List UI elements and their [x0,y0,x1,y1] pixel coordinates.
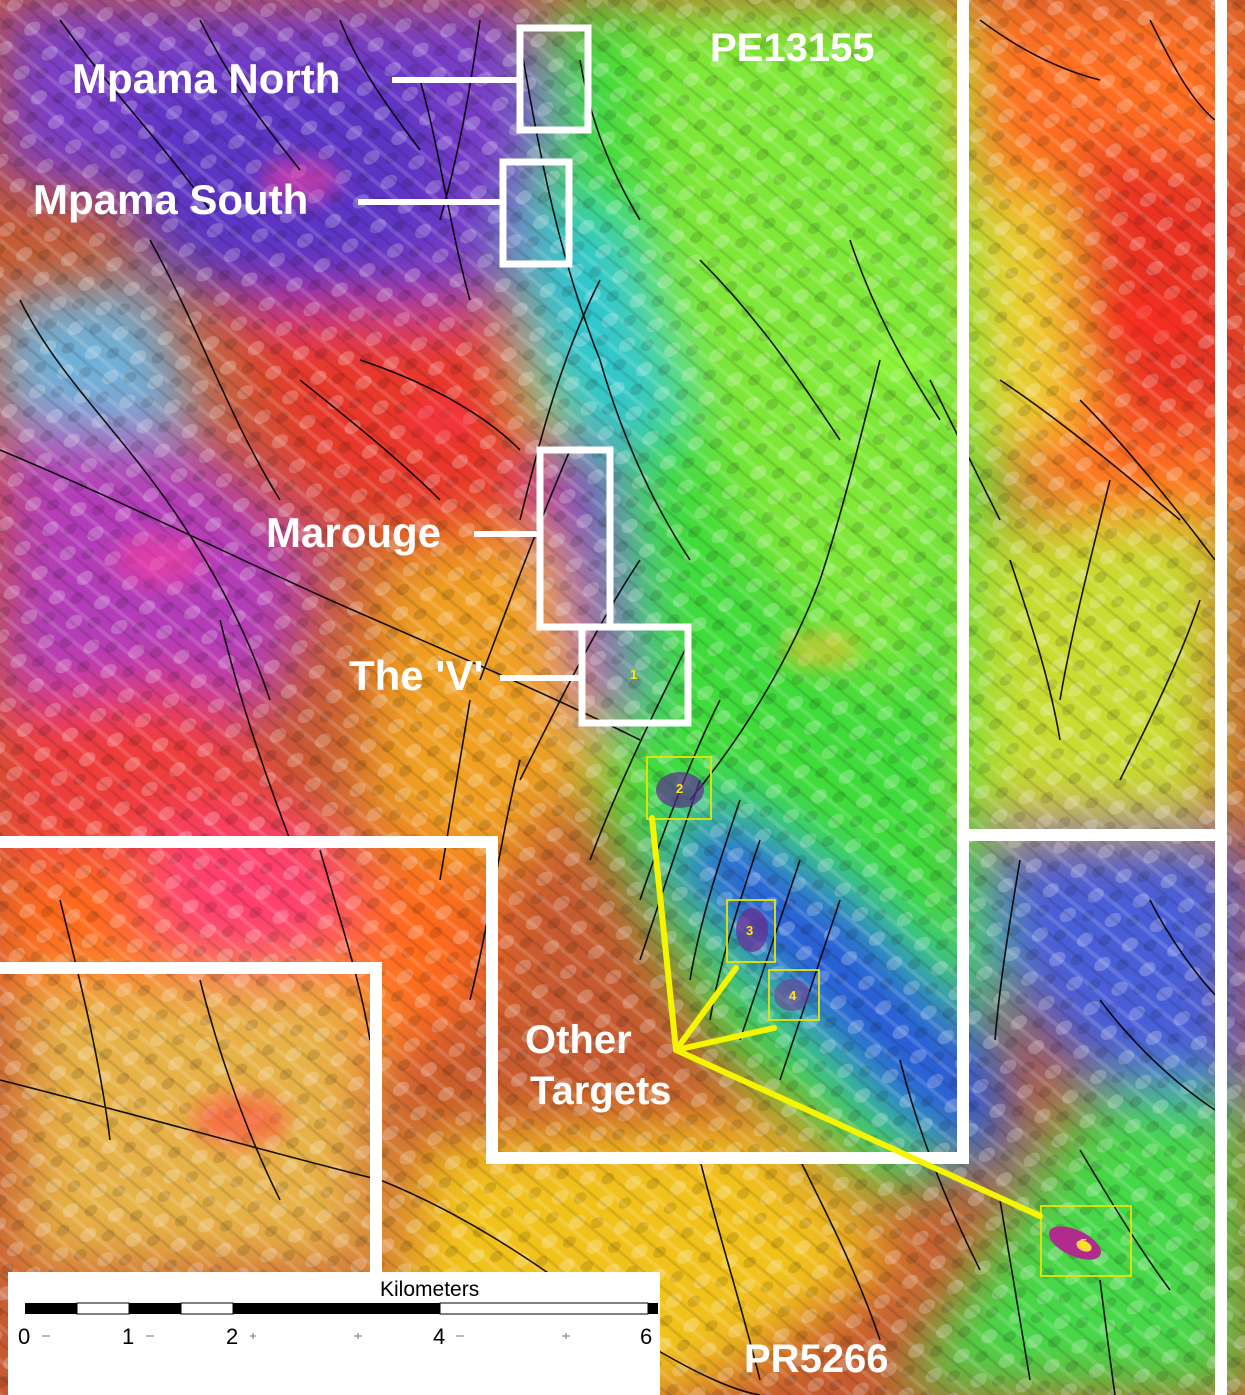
arrow-to-target-4 [673,1025,777,1053]
scale-bar-background [8,1272,660,1395]
scale-tick-0: 0 [18,1324,30,1349]
scale-tick-6: 6 [640,1324,652,1349]
target-arrows [649,815,1043,1219]
target-box-4 [768,969,820,1021]
marouge-box [536,446,614,631]
scale-tick-1: 1 [122,1324,134,1349]
target-number-3: 3 [746,923,753,938]
target-numbers: 1 2 3 4 5 [630,667,1087,1251]
target-boxes [646,756,1132,1277]
arrow-to-target-3 [673,965,739,1053]
prospect-label-mpama-south: Mpama South [33,176,308,223]
scale-bar: Kilometers 0 1 2 4 6 [8,1272,660,1395]
scale-minor-ticks [42,1333,570,1339]
target-box-2 [646,756,712,820]
target-number-5: 5 [1080,1236,1087,1251]
inner-block-boundary [0,962,382,1278]
permit-label-pe13155: PE13155 [710,26,875,70]
target-number-1: 1 [630,667,637,682]
arrow-to-target-2 [649,815,679,1053]
other-targets-label-line2: Targets [530,1069,672,1113]
scale-tick-2: 2 [226,1324,238,1349]
leader-lines [358,77,582,681]
scale-tick-4: 4 [433,1324,445,1349]
scale-bar-title: Kilometers [380,1278,479,1301]
scale-bar-segments [25,1302,658,1315]
target-number-4: 4 [789,988,797,1003]
target-box-3 [726,899,776,963]
fault-lines [0,19,1221,1395]
permit-label-pr5266: PR5266 [744,1337,889,1381]
mpama-south-box [499,158,573,268]
prospect-label-marouge: Marouge [266,509,441,556]
prospect-label-mpama-north: Mpama North [72,55,340,102]
target-box-5 [1040,1205,1132,1277]
target-number-2: 2 [676,781,683,796]
target-anomaly-spots [656,772,1101,1260]
map-labels: PE13155 Mpama North Mpama South Marouge … [33,26,889,1381]
other-targets-label-line1: Other [525,1018,632,1062]
pe-boundary-east [0,0,969,1164]
prospect-label-the-v: The 'V' [349,652,483,699]
arrow-to-target-5 [673,1047,1043,1219]
